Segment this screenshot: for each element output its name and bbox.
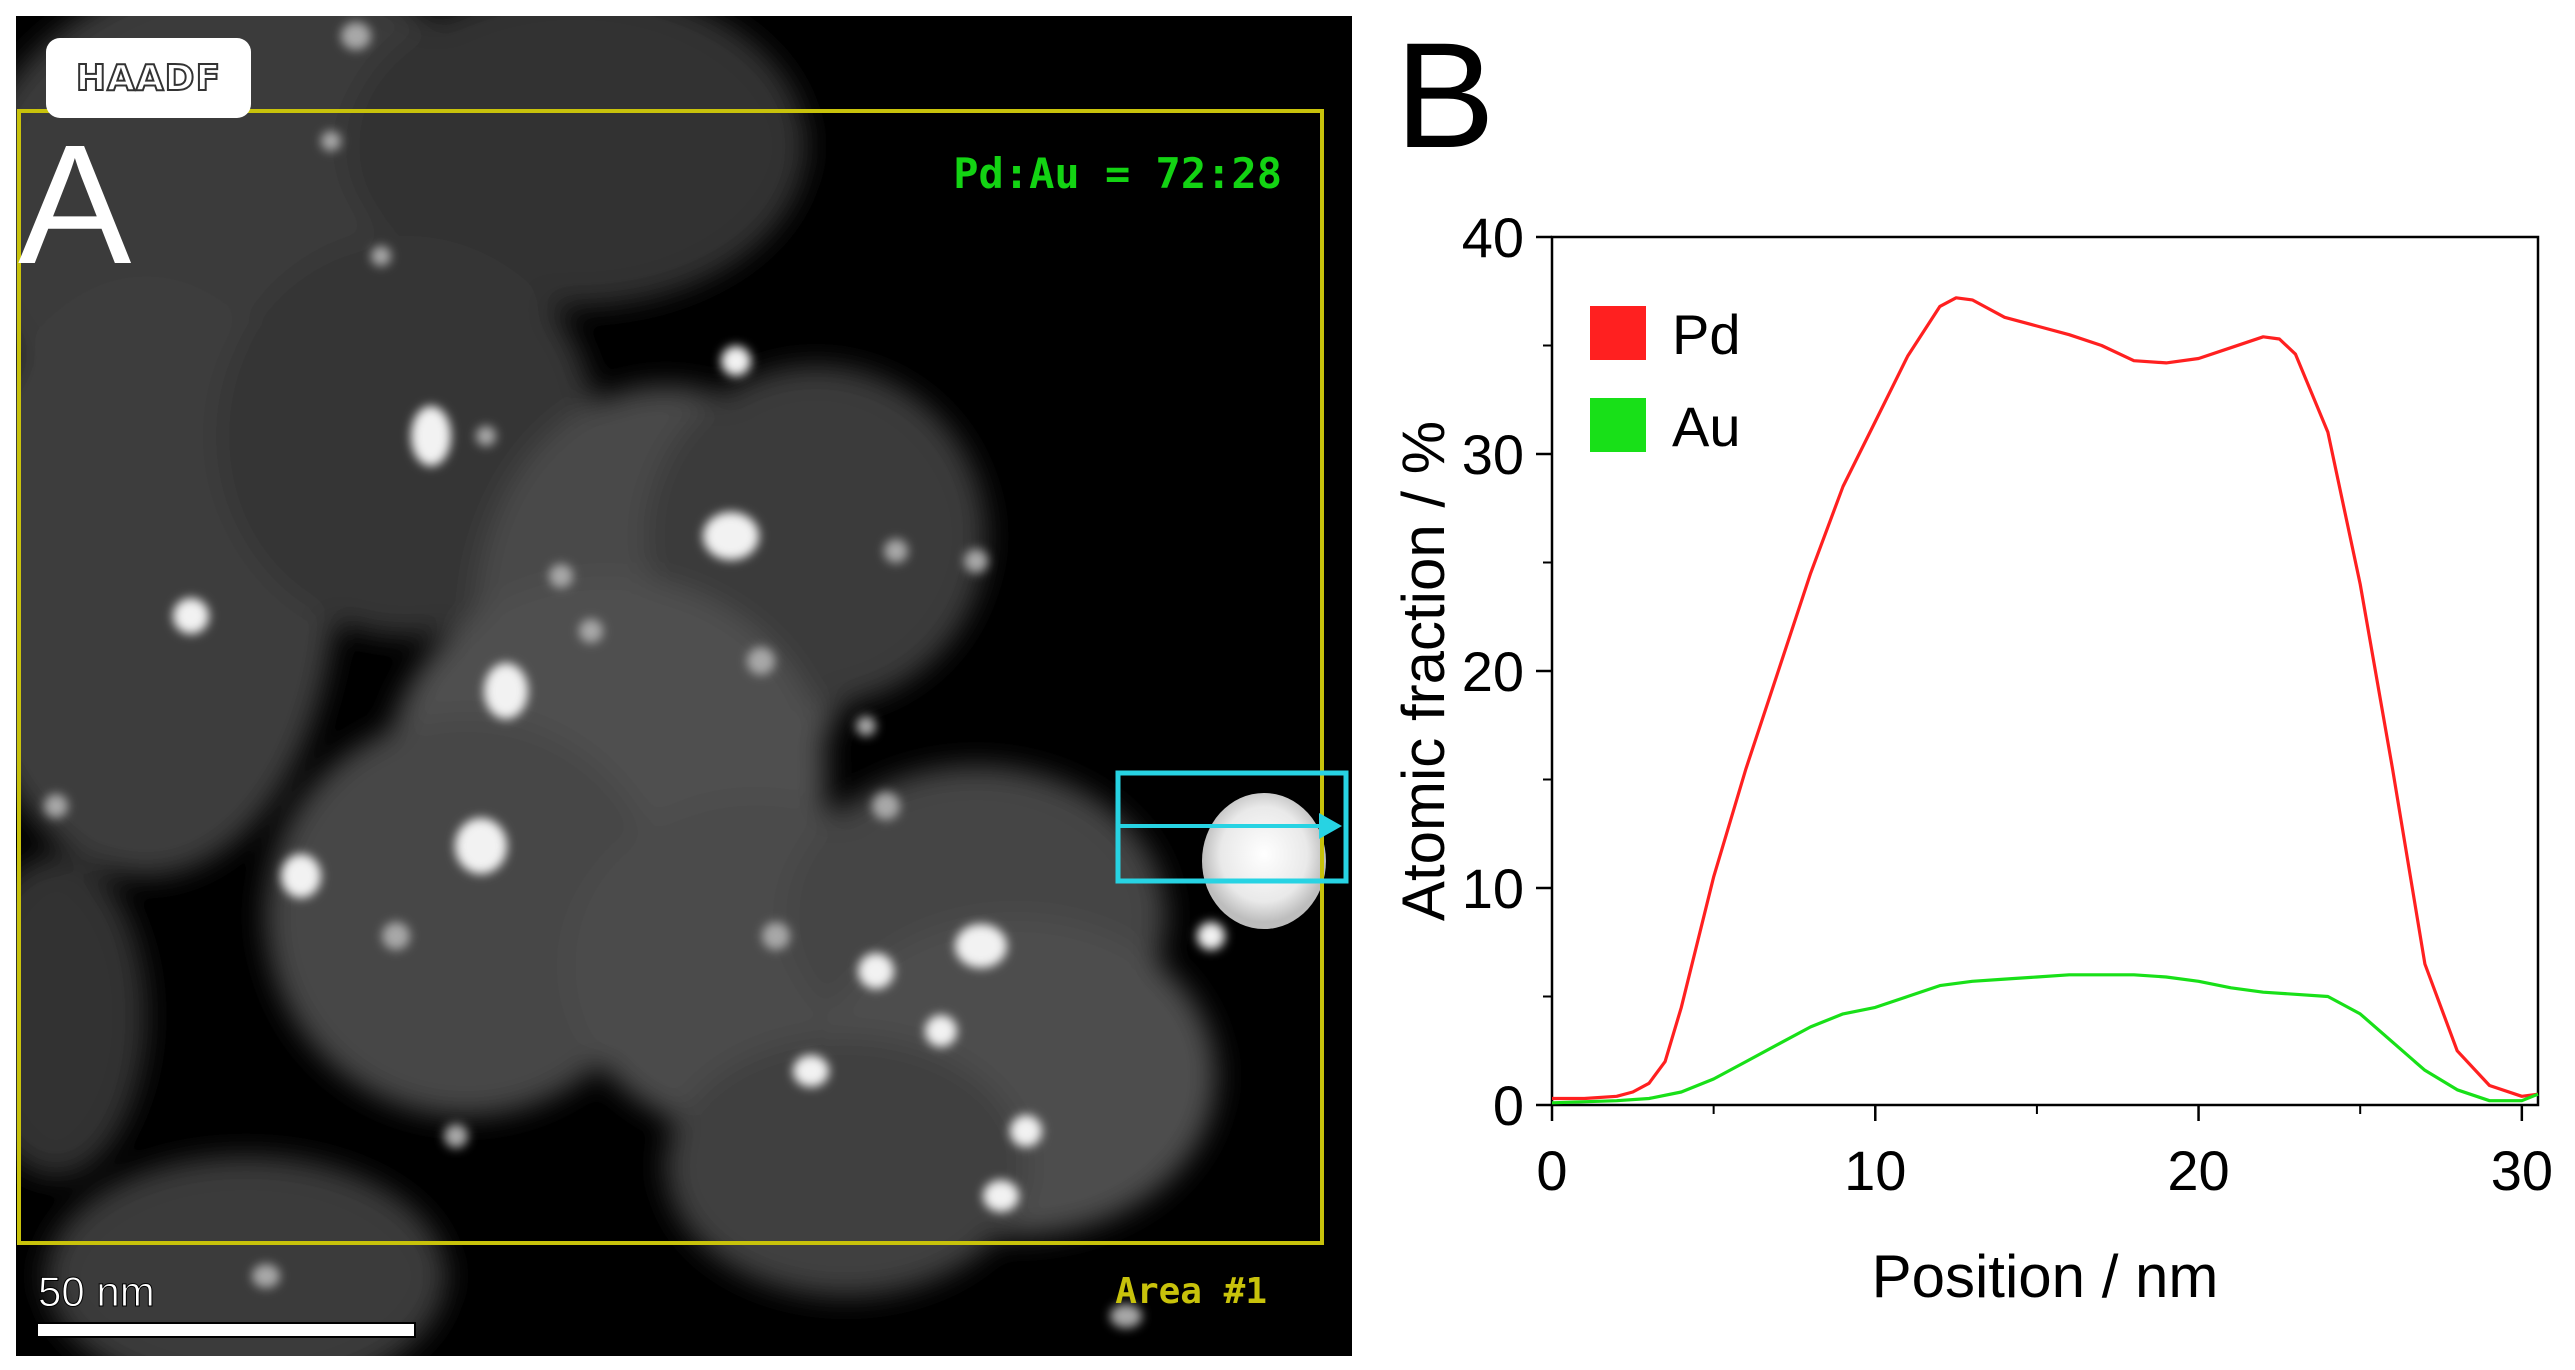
x-tick-label: 0 (1536, 1139, 1567, 1202)
y-tick-label: 20 (1462, 640, 1524, 703)
legend-swatch-pd (1590, 306, 1646, 360)
x-axis-label: Position / nm (1872, 1243, 2219, 1310)
stem-micrograph (16, 16, 1349, 1356)
modality-badge: HAADF (46, 38, 251, 118)
x-tick-label: 20 (2167, 1139, 2229, 1202)
plot-frame (1550, 235, 2540, 1107)
legend-label-pd: Pd (1672, 303, 1741, 366)
nanoparticles (44, 22, 1326, 1328)
area-selection-box (17, 109, 1324, 1245)
series-line-pd (1552, 296, 2539, 1101)
panel-letter-a: A (18, 110, 132, 300)
line-scan-arrow-head (1319, 813, 1342, 839)
line-scan-box (1115, 770, 1349, 884)
legend-swatch-au (1590, 398, 1646, 452)
line-profile-chart: 0 10 20 30 40 0 10 20 30 Position / nm Atomic frac… (1390, 206, 2553, 1310)
y-tick-label: 0 (1493, 1074, 1524, 1137)
x-tick-label: 30 (2491, 1139, 2553, 1202)
x-tick-label: 10 (1844, 1139, 1906, 1202)
composition-ratio-label: Pd:Au = 72:28 (953, 149, 1282, 198)
area-label: Area #1 (1115, 1271, 1267, 1312)
y-tick-label: 30 (1462, 423, 1524, 486)
y-axis-label: Atomic fraction / % (1390, 421, 1457, 921)
legend-label-au: Au (1672, 395, 1741, 458)
y-tick-label: 10 (1462, 857, 1524, 920)
support-grains (16, 16, 1216, 1356)
series-line-au (1551, 973, 2539, 1105)
stem-image-panel: HAADF Pd:Au = 72:28 Area #1 50 nm (16, 16, 1352, 1356)
y-tick-label: 40 (1462, 206, 1524, 269)
scale-bar-label: 50 nm (38, 1268, 156, 1316)
scale-bar (36, 1322, 416, 1338)
panel-letter-b: B (1395, 11, 1496, 179)
